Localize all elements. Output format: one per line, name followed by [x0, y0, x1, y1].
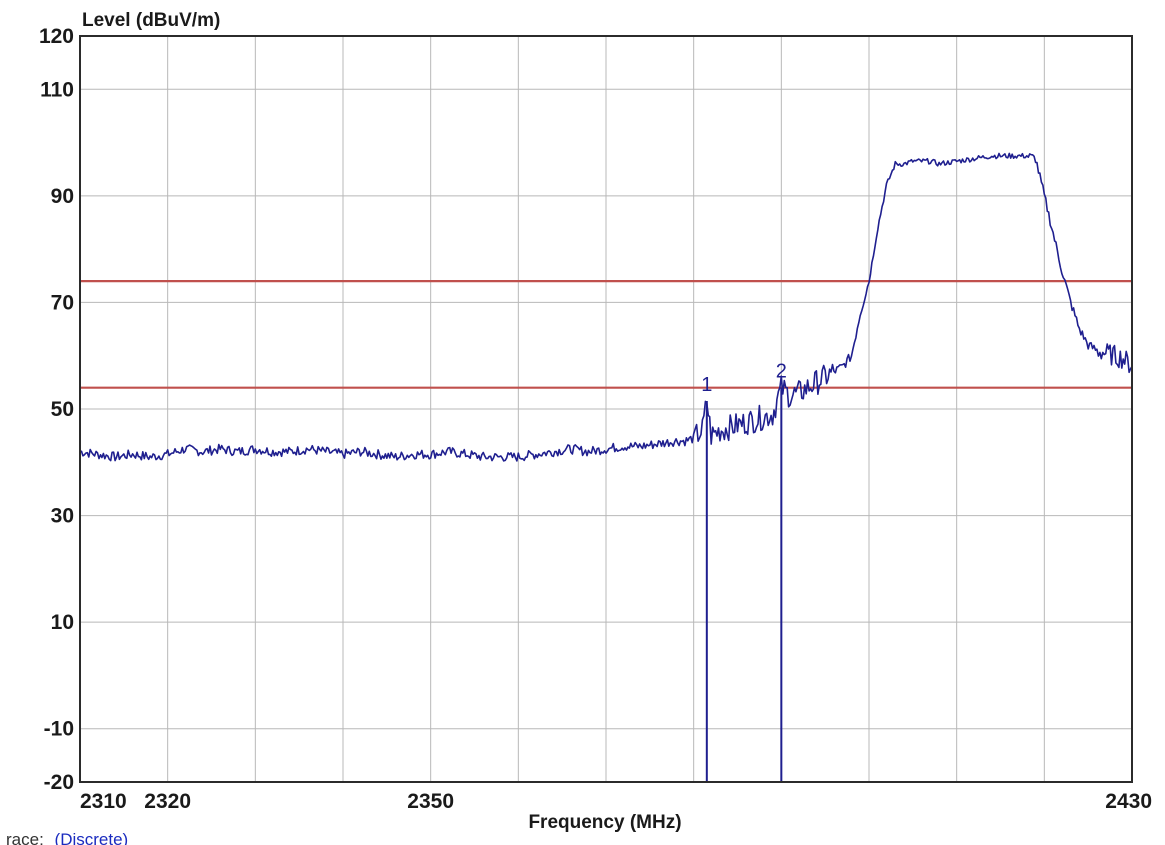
trace-label-value: (Discrete) [55, 830, 129, 845]
y-tick-label: 30 [51, 505, 74, 528]
limit-lines [80, 280, 1132, 389]
marker-label: 2 [776, 361, 787, 383]
series-line [79, 152, 1133, 462]
y-tick-label: 110 [40, 78, 74, 101]
y-tick-labels: -20 -10 10 30 50 70 90 110 120 [39, 25, 74, 794]
y-tick-label: 70 [51, 291, 74, 314]
marker-label: 1 [701, 374, 712, 396]
x-tick-label: 2350 [407, 790, 454, 813]
y-axis-title: Level (dBuV/m) [82, 10, 220, 31]
grid [80, 36, 1132, 782]
trace-label-prefix: race: [6, 830, 44, 845]
y-tick-label: 50 [51, 398, 74, 421]
x-tick-label: 2310 [80, 790, 127, 813]
y-tick-label: -10 [44, 718, 74, 741]
markers: 12 [701, 361, 787, 782]
x-axis-title: Frequency (MHz) [528, 812, 681, 833]
y-tick-label: -20 [44, 771, 74, 794]
x-tick-labels: 2310 2320 2350 2430 [80, 790, 1152, 813]
y-tick-label: 120 [39, 25, 74, 48]
x-tick-label: 2320 [144, 790, 191, 813]
trace-label: race: (Discrete) [6, 830, 128, 845]
plot-frame [79, 35, 1133, 783]
y-tick-label: 90 [51, 185, 74, 208]
y-tick-label: 10 [51, 611, 74, 634]
series-group [79, 152, 1133, 462]
x-tick-label: 2430 [1105, 790, 1152, 813]
